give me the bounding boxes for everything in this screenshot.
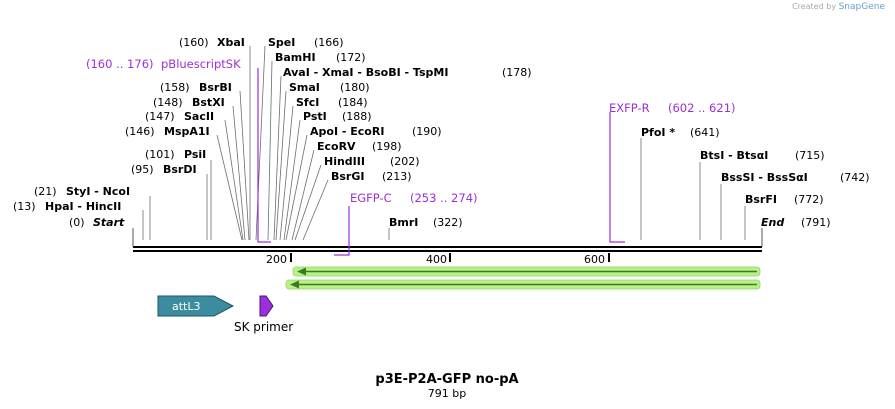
site-start-name: Start (93, 216, 125, 229)
site-end-pos: (791) (801, 216, 831, 229)
site-xbai-name: XbaI (217, 36, 245, 49)
site-sacii-pos: (147) (145, 110, 175, 123)
site-psti-name: PstI (303, 110, 327, 123)
site-styi-name: StyI - NcoI (66, 185, 130, 198)
connector-smai (275, 90, 287, 241)
site-ecorv-pos: (198) (372, 140, 402, 153)
site-bsrdi-name: BsrDI (163, 163, 197, 176)
site-mspa1i-name: MspA1I (164, 125, 210, 138)
site-hindiii-pos: (202) (390, 155, 420, 168)
feature-sk-primer-arrow[interactable] (259, 295, 274, 317)
connector-bsrbi (239, 90, 250, 241)
feature-attl3[interactable]: attL3 (157, 295, 235, 317)
site-bstxi-name: BstXI (192, 96, 225, 109)
primer-exfpr-label: EXFP-R (609, 101, 650, 115)
site-pfoi-pos: (641) (690, 126, 720, 139)
connector-bamhi (267, 60, 273, 241)
site-sacii-name: SacII (184, 110, 214, 123)
site-bmri-name: BmrI (389, 216, 418, 229)
connector-psti (283, 119, 301, 241)
plasmid-name: p3E-P2A-GFP no-pA (375, 372, 518, 387)
site-smai-pos: (180) (340, 81, 370, 94)
site-bamhi-pos: (172) (336, 51, 366, 64)
site-bsrfi-pos: (772) (794, 193, 824, 206)
site-hpai-name: HpaI - HincII (45, 200, 121, 213)
site-xbai-pos: (160) (179, 36, 209, 49)
site-bsrgi-pos: (213) (382, 170, 412, 183)
site-labels: (160) XbaI SpeI (166) BamHI (172) AvaI -… (13, 36, 870, 229)
connector-bstxi (232, 105, 246, 241)
site-bsrfi-name: BsrFI (745, 193, 777, 206)
site-btsi-pos: (715) (795, 149, 825, 162)
site-avai-name: AvaI - XmaI - BsoBI - TspMI (283, 66, 448, 79)
site-bsrgi-name: BsrGI (331, 170, 364, 183)
feature-sk-primer[interactable]: SK primer (234, 295, 293, 334)
site-mspa1i-pos: (146) (125, 125, 155, 138)
credit-prefix: Created by (792, 2, 837, 11)
site-bmri-pos: (322) (433, 216, 463, 229)
site-pfoi-name: PfoI * (641, 126, 675, 139)
site-styi-pos: (21) (34, 185, 57, 198)
connector-sacii (224, 119, 244, 241)
ruler: 200 400 600 (266, 253, 610, 266)
ruler-label-600: 600 (584, 253, 605, 266)
site-smai-name: SmaI (289, 81, 320, 94)
site-bsrbi-name: BsrBI (199, 81, 232, 94)
site-bsssi-name: BssSI - BssSαI (721, 171, 808, 184)
plasmid-size: 791 bp (428, 387, 466, 400)
feature-attl3-label: attL3 (172, 300, 201, 313)
site-avai-pos: (178) (502, 66, 532, 79)
site-psti-pos: (188) (342, 110, 372, 123)
site-psii-name: PsiI (184, 148, 206, 161)
site-bstxi-pos: (148) (153, 96, 183, 109)
connector-sfci (279, 105, 294, 241)
site-sfci-pos: (184) (338, 96, 368, 109)
site-start-pos: (0) (69, 216, 85, 229)
connector-mspa1i (216, 134, 243, 241)
site-end-name: End (761, 216, 784, 229)
site-bsrbi-pos: (158) (160, 81, 190, 94)
ruler-label-400: 400 (426, 253, 447, 266)
site-bamhi-name: BamHI (275, 51, 316, 64)
primer-exfpr-bracket (609, 112, 625, 243)
connector-avai (273, 75, 282, 241)
site-spei-name: SpeI (268, 36, 295, 49)
site-spei-pos: (166) (314, 36, 344, 49)
snapgene-credit: Created by SnapGene (792, 2, 885, 12)
connector-bsrgi (302, 179, 329, 241)
primer-egfpc-bracket (334, 206, 350, 256)
site-hindiii-name: HindIII (324, 155, 365, 168)
primer-pbluescriptsk-label: pBluescriptSK (161, 57, 241, 71)
feature-attl3-arrow[interactable] (157, 295, 235, 317)
site-bsssi-pos: (742) (840, 171, 870, 184)
primer-egfpc-range: (253 .. 274) (410, 191, 478, 205)
connector-ecorv (291, 149, 315, 241)
site-ecorv-name: EcoRV (317, 140, 356, 153)
site-bsrdi-pos: (95) (131, 163, 154, 176)
connector-apoi (285, 134, 308, 241)
site-sfci-name: SfcI (296, 96, 319, 109)
connector-spei (255, 45, 266, 241)
orf-arrows (285, 266, 761, 290)
ruler-label-200: 200 (266, 253, 287, 266)
site-btsi-name: BtsI - BtsαI (700, 149, 768, 162)
site-hpai-pos: (13) (13, 200, 36, 213)
orf-2-arrowhead (290, 280, 299, 289)
site-apoi-name: ApoI - EcoRI (310, 125, 384, 138)
feature-sk-primer-label: SK primer (234, 320, 293, 334)
connector-hindiii (294, 164, 322, 241)
snapgene-logo: SnapGene (838, 2, 885, 12)
primer-marks (257, 68, 625, 256)
primer-pbluescriptsk-range: (160 .. 176) (86, 57, 154, 71)
primer-exfpr-range: (602 .. 621) (668, 101, 736, 115)
site-connectors (142, 45, 746, 241)
primer-pbluescriptsk-bracket (257, 68, 271, 243)
primer-egfpc-label: EGFP-C (350, 191, 392, 205)
site-psii-pos: (101) (145, 148, 175, 161)
orf-1-arrowhead (297, 267, 306, 276)
site-apoi-pos: (190) (412, 125, 442, 138)
